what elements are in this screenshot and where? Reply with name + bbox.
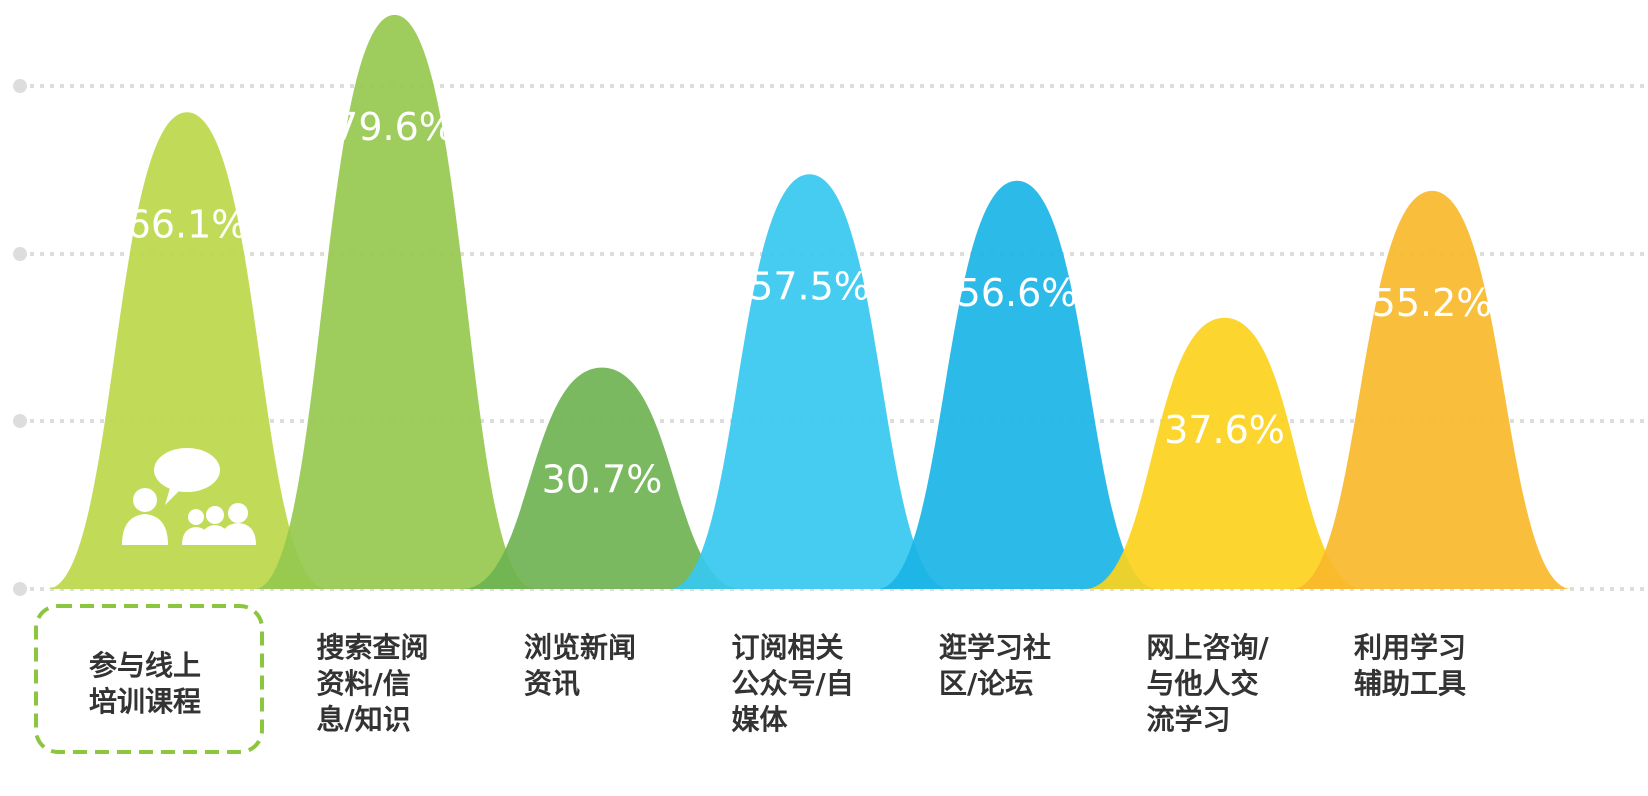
guide-dot [13, 582, 27, 596]
highlight-box [34, 604, 264, 754]
category-label: 搜索查阅资料/信息/知识 [316, 631, 429, 736]
peak [1292, 190, 1572, 589]
peak [254, 14, 535, 589]
peak [462, 367, 742, 589]
people-icon [122, 448, 256, 545]
value-label: 30.7% [542, 458, 663, 502]
value-label: 79.6% [334, 105, 455, 149]
guide-dot [13, 414, 27, 428]
value-label: 55.2% [1372, 281, 1493, 325]
peaks [47, 14, 1572, 589]
value-label: 66.1% [127, 202, 248, 246]
peak [877, 180, 1157, 589]
peak [47, 112, 327, 589]
value-label: 56.6% [957, 271, 1078, 315]
category-label: 利用学习辅助工具 [1354, 631, 1467, 700]
guide-dot [13, 247, 27, 261]
value-labels: 66.1% 79.6% 30.7% 57.5% 56.6% 37.6% 55.2% [127, 105, 1493, 502]
guide-dot [13, 79, 27, 93]
value-label: 57.5% [749, 264, 870, 308]
value-label: 37.6% [1164, 408, 1285, 452]
category-label: 浏览新闻资讯 [524, 631, 637, 700]
category-label: 逛学习社区/论坛 [939, 631, 1052, 700]
peak [1084, 317, 1365, 589]
category-label: 订阅相关公众号/自媒体 [731, 631, 854, 736]
category-label: 参与线上培训课程 [89, 649, 202, 718]
category-label: 网上咨询/与他人交流学习 [1146, 631, 1269, 736]
peak [669, 174, 950, 589]
